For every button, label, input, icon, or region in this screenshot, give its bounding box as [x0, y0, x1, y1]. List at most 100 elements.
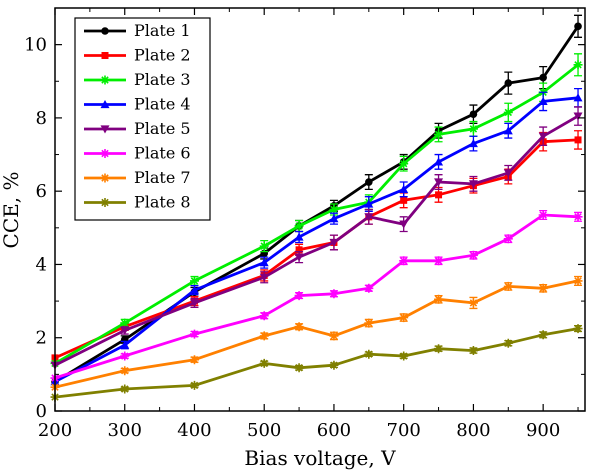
data-point — [468, 180, 478, 189]
legend-box — [74, 17, 211, 221]
legend-label: Plate 2 — [134, 46, 191, 65]
data-point — [538, 283, 548, 293]
data-point — [434, 294, 444, 304]
plot-frame — [54, 7, 586, 412]
data-point — [399, 184, 409, 193]
data-point — [329, 289, 339, 299]
data-point — [259, 311, 269, 321]
data-point — [294, 363, 304, 373]
data-point — [503, 126, 513, 135]
axis-layer: 200 300 400 500 600 700 800 900 0 2 4 6 8 10 — [24, 8, 585, 441]
y-tick-label: 6 — [36, 181, 47, 202]
data-point — [294, 232, 304, 241]
data-point — [329, 238, 339, 247]
legend-marker — [100, 125, 110, 134]
data-point — [329, 360, 339, 370]
legend-entry-1: Plate 1 — [84, 21, 191, 40]
data-point — [294, 253, 304, 262]
y-axis-title: CCE, % — [0, 172, 23, 249]
data-point — [399, 159, 409, 169]
data-point — [469, 110, 478, 119]
legend-entry-4: Plate 4 — [84, 95, 191, 114]
legend-label: Plate 6 — [134, 144, 191, 163]
data-point — [329, 331, 339, 341]
data-point — [364, 199, 374, 208]
legend-entry-7: Plate 7 — [84, 168, 191, 187]
data-point — [259, 241, 269, 251]
data-point — [294, 322, 304, 332]
data-point — [538, 96, 548, 106]
data-point — [399, 256, 409, 266]
x-tick-label: 200 — [38, 420, 72, 441]
x-tick-label: 600 — [317, 420, 351, 441]
data-point — [120, 351, 130, 361]
legend-entry-6: Plate 6 — [84, 144, 191, 163]
series-8 — [50, 324, 583, 402]
y-tick-label: 0 — [36, 401, 47, 422]
data-point — [364, 283, 374, 293]
data-point — [400, 196, 408, 204]
data-point — [120, 384, 130, 394]
data-point — [365, 178, 373, 186]
data-point — [399, 351, 409, 361]
x-tick-label: 400 — [177, 420, 211, 441]
data-point — [259, 273, 269, 282]
data-point — [189, 276, 199, 286]
series-6 — [50, 209, 583, 383]
data-point — [573, 60, 583, 70]
x-tick-label: 500 — [247, 420, 281, 441]
data-point — [399, 313, 409, 323]
data-point — [329, 205, 339, 214]
legend-marker — [100, 149, 110, 158]
legend-marker — [100, 75, 110, 85]
legend-label: Plate 3 — [134, 70, 191, 89]
data-point — [573, 212, 583, 222]
data-point — [434, 129, 444, 139]
data-point — [259, 358, 269, 368]
data-point — [364, 213, 374, 222]
x-tick-label: 800 — [456, 420, 490, 441]
x-tick-label: 300 — [108, 420, 142, 441]
data-point — [503, 338, 513, 348]
y-tick-label: 4 — [36, 254, 47, 275]
series-line — [54, 213, 579, 380]
data-point — [364, 318, 374, 328]
data-point — [189, 380, 199, 390]
data-point — [539, 73, 547, 82]
data-point — [503, 281, 513, 291]
data-point — [120, 318, 130, 328]
data-point — [189, 355, 199, 365]
data-point — [434, 344, 444, 354]
legend-entry-3: Plate 3 — [84, 70, 191, 89]
data-point — [468, 346, 478, 356]
data-point — [120, 326, 130, 335]
x-axis-title: Bias voltage, V — [244, 446, 396, 470]
data-point — [189, 329, 199, 339]
data-point — [259, 331, 269, 341]
data-point — [120, 366, 130, 376]
legend-entry-5: Plate 5 — [84, 119, 191, 138]
data-point — [468, 139, 478, 148]
legend-label: Plate 8 — [134, 193, 191, 212]
legend-marker — [100, 100, 110, 109]
series-5 — [50, 106, 583, 370]
data-point — [434, 157, 444, 166]
legend-label: Plate 1 — [134, 21, 191, 40]
data-point — [538, 132, 548, 141]
legend-label: Plate 4 — [134, 95, 191, 114]
data-point — [574, 136, 582, 144]
data-point — [573, 93, 583, 102]
legend-marker — [100, 198, 110, 207]
legend-label: Plate 5 — [134, 119, 191, 138]
legend-marker — [101, 52, 109, 59]
series-layer — [50, 14, 583, 402]
data-point — [503, 107, 513, 117]
legend-label: Plate 7 — [134, 168, 191, 187]
data-point — [538, 330, 548, 340]
data-point — [574, 22, 582, 31]
legend-marker — [100, 173, 110, 183]
data-point — [573, 324, 583, 334]
data-point — [503, 234, 513, 244]
